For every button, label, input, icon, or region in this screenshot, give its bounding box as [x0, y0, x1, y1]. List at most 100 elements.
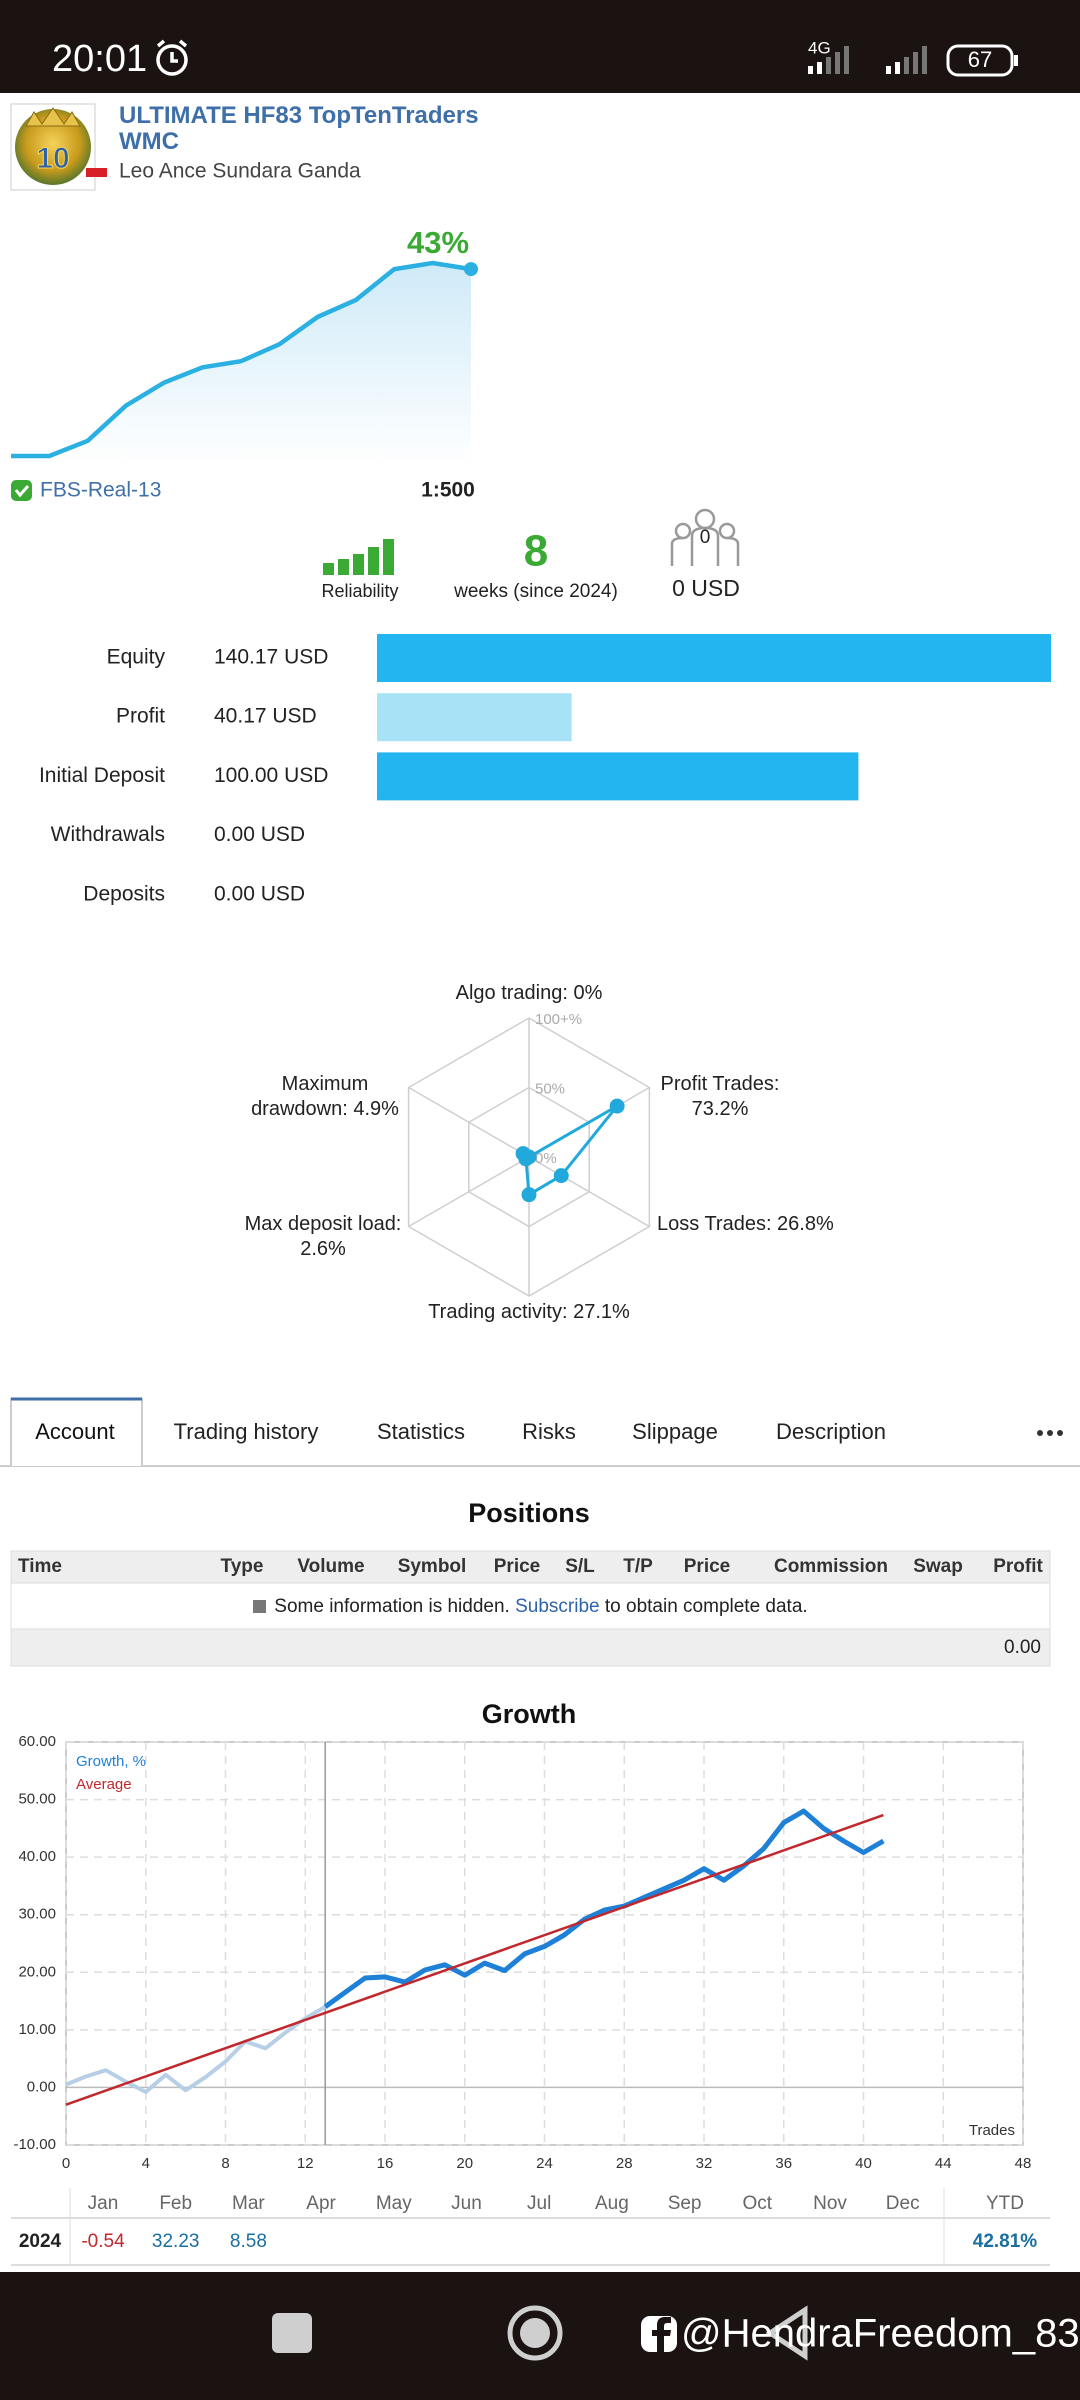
- ytd-value: 42.81%: [973, 2231, 1038, 2252]
- signal-title[interactable]: ULTIMATE HF83 TopTenTraders WMC: [119, 102, 479, 155]
- radar-axis-label: Algo trading: 0%: [455, 982, 603, 1004]
- month-value: 8.58: [230, 2231, 267, 2252]
- y-tick-label: 20.00: [18, 1963, 56, 1980]
- tab[interactable]: Statistics: [377, 1419, 465, 1444]
- battery-tip: [1014, 55, 1018, 66]
- nav-home-dot: [520, 2318, 550, 2348]
- bar: [377, 634, 1051, 682]
- bar-value-label: 100.00 USD: [214, 764, 328, 787]
- radar-spoke: [528, 1156, 650, 1228]
- month-label: Nov: [813, 2193, 847, 2214]
- positions-header: [10, 1550, 1051, 1584]
- tab[interactable]: Description: [776, 1419, 886, 1444]
- subscribers: 0: [700, 527, 711, 548]
- tab[interactable]: Slippage: [632, 1419, 718, 1444]
- author: Leo Ance Sundara Ganda: [119, 160, 361, 183]
- x-axis-label: Trades: [969, 2122, 1015, 2139]
- radar-axis-label: Profit Trades: 73.2%: [660, 1073, 780, 1120]
- radar-point: [609, 1098, 625, 1114]
- watermark-logo-mark: [652, 2317, 671, 2352]
- y-tick-label: 60.00: [18, 1733, 56, 1750]
- column-header: Volume: [297, 1556, 364, 1577]
- y-tick-label: 40.00: [18, 1848, 56, 1865]
- bar-category: Equity: [107, 646, 166, 669]
- subscribers-funds: 0 USD: [672, 575, 740, 601]
- sparkline-label: 43%: [407, 225, 469, 260]
- reliability-label: Reliability: [321, 581, 398, 601]
- month-label: Sep: [668, 2193, 702, 2214]
- y-tick-label: 0.00: [27, 2078, 56, 2095]
- tab[interactable]: Account: [35, 1419, 115, 1444]
- month-label: Dec: [886, 2193, 920, 2214]
- subscribers-icon: [670, 508, 740, 566]
- column-header: Price: [684, 1556, 730, 1577]
- column-header: Commission: [774, 1556, 888, 1577]
- signal-icons: [808, 46, 927, 74]
- month-label: Apr: [306, 2193, 336, 2214]
- chart-title: Growth: [482, 1699, 577, 1729]
- clock: 20:01: [52, 38, 147, 80]
- y-tick-label: 50.00: [18, 1791, 56, 1808]
- reliability-icon: [323, 539, 394, 575]
- radar-axis-label: Trading activity: 27.1%: [428, 1301, 630, 1323]
- tab[interactable]: Risks: [522, 1419, 576, 1444]
- radar-axis-label: Max deposit load: 2.6%: [244, 1213, 402, 1260]
- ytd-label: YTD: [986, 2193, 1024, 2214]
- positions-total: 0.00: [1004, 1637, 1041, 1658]
- bar-category: Profit: [116, 705, 165, 728]
- subscribe-link[interactable]: Subscribe: [515, 1596, 600, 1617]
- series-line: [65, 1813, 884, 2106]
- column-header: T/P: [623, 1556, 653, 1577]
- verified-check: [14, 485, 30, 498]
- bar-category: Withdrawals: [51, 823, 165, 846]
- month-label: Feb: [159, 2193, 192, 2214]
- x-tick-label: 12: [297, 2155, 314, 2172]
- tab[interactable]: Trading history: [174, 1419, 319, 1444]
- x-tick-label: 24: [536, 2155, 553, 2172]
- month-label: Oct: [743, 2193, 773, 2214]
- month-value: -0.54: [81, 2231, 125, 2252]
- watermark: @HendraFreedom_83: [681, 2312, 1080, 2356]
- sparkline-area: [11, 263, 471, 465]
- bar-value-label: 0.00 USD: [214, 823, 305, 846]
- month-label: Jun: [451, 2193, 482, 2214]
- column-header: Time: [18, 1556, 62, 1577]
- month-label: May: [376, 2193, 412, 2214]
- column-header: Swap: [913, 1556, 963, 1577]
- bar-category: Deposits: [83, 882, 165, 905]
- positions-notice-row: [10, 1582, 1051, 1630]
- bar-value-label: 0.00 USD: [214, 882, 305, 905]
- x-tick-label: 48: [1015, 2155, 1032, 2172]
- x-tick-label: 16: [377, 2155, 394, 2172]
- x-tick-label: 4: [142, 2155, 150, 2172]
- avatar-crown: [25, 107, 81, 127]
- positions-notice: Some information is hidden. Subscribe to…: [11, 1596, 1050, 1618]
- month-label: Aug: [595, 2193, 629, 2214]
- nav-home[interactable]: [507, 2305, 563, 2361]
- bar: [377, 752, 859, 801]
- more-button[interactable]: [1037, 1430, 1063, 1436]
- radar-spoke: [408, 1086, 530, 1158]
- notice-text: to obtain complete data.: [604, 1596, 808, 1617]
- avatar-badge: 10: [36, 142, 69, 175]
- battery-level: 67: [968, 47, 992, 72]
- column-header: Type: [221, 1556, 264, 1577]
- x-tick-label: 0: [62, 2155, 70, 2172]
- status-bar: [0, 0, 1080, 93]
- legend-entry: Growth, %: [76, 1753, 146, 1770]
- legend-entry: Average: [76, 1776, 132, 1793]
- nav-recent[interactable]: [272, 2313, 312, 2353]
- column-header: Symbol: [398, 1556, 467, 1577]
- avatar: [15, 109, 91, 185]
- notice-text: Some information is hidden.: [274, 1596, 510, 1617]
- month-label: Jan: [88, 2193, 119, 2214]
- x-tick-label: 32: [696, 2155, 713, 2172]
- nav-back[interactable]: [765, 2305, 808, 2361]
- lock-icon: [253, 1600, 267, 1613]
- column-header: Profit: [993, 1556, 1043, 1577]
- month-label: Jul: [527, 2193, 551, 2214]
- column-header: S/L: [565, 1556, 595, 1577]
- weeks-label: weeks (since 2024): [453, 581, 618, 602]
